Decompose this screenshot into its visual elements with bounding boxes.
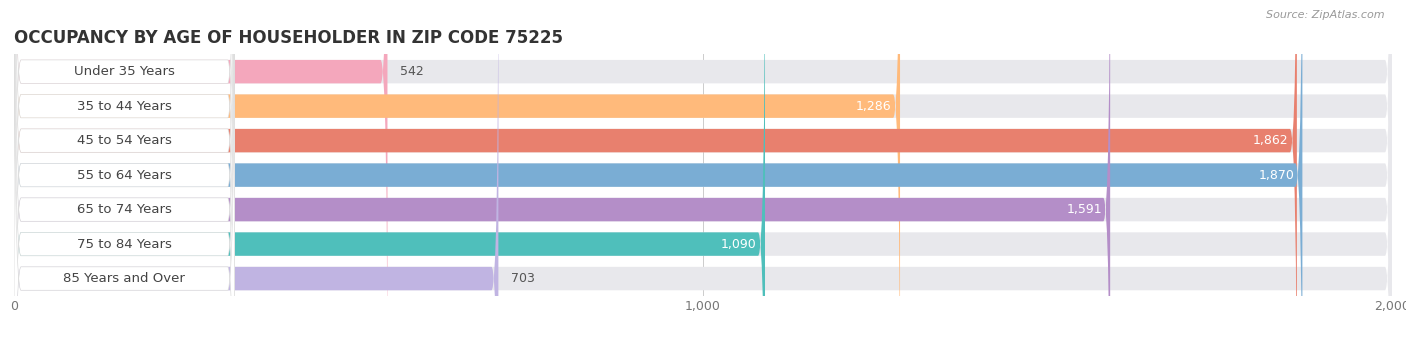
Text: 1,862: 1,862	[1253, 134, 1289, 147]
FancyBboxPatch shape	[14, 0, 1302, 340]
FancyBboxPatch shape	[14, 0, 1392, 340]
FancyBboxPatch shape	[14, 0, 235, 340]
FancyBboxPatch shape	[14, 0, 765, 340]
FancyBboxPatch shape	[14, 0, 235, 340]
Text: 1,286: 1,286	[856, 100, 891, 113]
FancyBboxPatch shape	[14, 0, 1392, 340]
Text: 65 to 74 Years: 65 to 74 Years	[77, 203, 172, 216]
Text: Under 35 Years: Under 35 Years	[75, 65, 174, 78]
Text: 75 to 84 Years: 75 to 84 Years	[77, 238, 172, 251]
FancyBboxPatch shape	[14, 0, 1392, 340]
Text: 1,870: 1,870	[1258, 169, 1294, 182]
FancyBboxPatch shape	[14, 0, 1392, 340]
Text: 85 Years and Over: 85 Years and Over	[63, 272, 186, 285]
FancyBboxPatch shape	[14, 0, 498, 340]
FancyBboxPatch shape	[14, 0, 235, 340]
Text: 35 to 44 Years: 35 to 44 Years	[77, 100, 172, 113]
Text: Source: ZipAtlas.com: Source: ZipAtlas.com	[1267, 10, 1385, 20]
FancyBboxPatch shape	[14, 0, 235, 340]
Text: OCCUPANCY BY AGE OF HOUSEHOLDER IN ZIP CODE 75225: OCCUPANCY BY AGE OF HOUSEHOLDER IN ZIP C…	[14, 29, 562, 47]
FancyBboxPatch shape	[14, 0, 900, 340]
FancyBboxPatch shape	[14, 0, 1111, 340]
FancyBboxPatch shape	[14, 0, 1296, 340]
FancyBboxPatch shape	[14, 0, 235, 340]
FancyBboxPatch shape	[14, 0, 1392, 340]
Text: 542: 542	[399, 65, 423, 78]
FancyBboxPatch shape	[14, 0, 235, 340]
Text: 45 to 54 Years: 45 to 54 Years	[77, 134, 172, 147]
FancyBboxPatch shape	[14, 0, 388, 340]
Text: 1,591: 1,591	[1066, 203, 1102, 216]
FancyBboxPatch shape	[14, 0, 1392, 340]
FancyBboxPatch shape	[14, 0, 235, 340]
Text: 55 to 64 Years: 55 to 64 Years	[77, 169, 172, 182]
Text: 703: 703	[510, 272, 534, 285]
Text: 1,090: 1,090	[721, 238, 756, 251]
FancyBboxPatch shape	[14, 0, 1392, 340]
